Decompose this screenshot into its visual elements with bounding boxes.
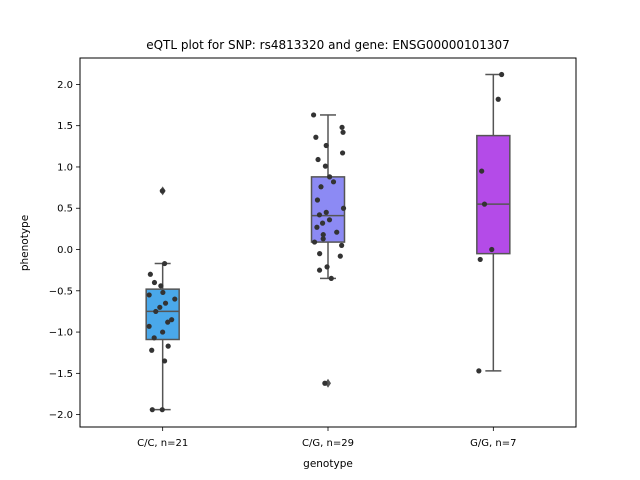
data-point	[146, 323, 152, 329]
data-point	[161, 358, 168, 364]
data-point	[157, 304, 163, 310]
data-point	[149, 347, 155, 353]
box-iqr	[476, 134, 511, 255]
data-point	[337, 253, 343, 259]
data-point	[334, 229, 340, 235]
data-point	[481, 201, 488, 207]
data-point	[340, 205, 347, 211]
box-group	[476, 73, 511, 372]
data-point	[311, 112, 317, 118]
data-point	[153, 308, 159, 315]
data-point	[316, 267, 323, 273]
y-tick-label: −2.0	[49, 410, 73, 421]
outlier-marker	[325, 378, 331, 388]
data-point	[320, 232, 326, 238]
data-point	[319, 220, 326, 226]
data-point	[165, 319, 171, 325]
data-point	[330, 179, 337, 185]
y-tick-label: 1.5	[57, 121, 73, 132]
y-tick-label: −1.0	[49, 328, 73, 339]
data-point	[315, 156, 321, 163]
data-point	[162, 260, 168, 267]
y-tick-label: −0.5	[49, 286, 73, 297]
x-axis: C/C, n=21 C/G, n=29 G/G, n=7	[137, 427, 516, 449]
data-point	[479, 168, 485, 174]
x-tick-label: C/C, n=21	[137, 438, 188, 449]
y-axis: −2.0 −1.5 −1.0 −0.5 0.0 0.5 1.0 1.5 2.0	[49, 80, 80, 421]
data-point	[328, 275, 334, 282]
data-point	[318, 184, 324, 190]
points-layer	[146, 71, 505, 413]
data-point	[323, 142, 329, 149]
x-tick-label: G/G, n=7	[470, 438, 516, 449]
data-point	[169, 317, 175, 323]
data-point	[149, 407, 155, 413]
y-tick-label: 2.0	[57, 80, 73, 91]
data-point	[160, 329, 166, 335]
data-point	[339, 124, 345, 130]
data-point	[322, 163, 329, 169]
data-point	[499, 71, 505, 78]
x-axis-label: genotype	[303, 458, 353, 470]
data-point	[314, 197, 321, 203]
data-point	[151, 279, 158, 286]
data-point	[311, 239, 318, 245]
x-tick-label: C/G, n=29	[302, 438, 354, 449]
data-point	[313, 134, 319, 140]
data-point	[476, 368, 482, 374]
data-point	[477, 256, 483, 263]
y-tick-label: 0.5	[57, 204, 73, 215]
data-point	[147, 271, 153, 277]
data-point	[151, 335, 157, 341]
y-tick-label: −1.5	[49, 369, 73, 380]
chart-title: eQTL plot for SNP: rs4813320 and gene: E…	[146, 38, 510, 52]
y-axis-label: phenotype	[19, 215, 31, 271]
data-point	[324, 264, 330, 270]
data-point	[172, 296, 178, 302]
data-point	[326, 217, 333, 223]
box-iqr	[310, 176, 346, 243]
data-point	[314, 224, 320, 230]
data-point	[489, 246, 495, 253]
data-point	[165, 343, 171, 349]
data-point	[146, 292, 152, 298]
data-point	[339, 242, 345, 248]
data-point	[162, 300, 169, 306]
data-point	[316, 212, 323, 218]
data-point	[340, 129, 346, 135]
data-point	[317, 251, 323, 257]
data-point	[323, 209, 329, 215]
data-point	[320, 236, 326, 242]
y-tick-label: 1.0	[57, 162, 73, 173]
data-point	[327, 174, 333, 180]
data-point	[339, 150, 346, 156]
data-point	[159, 188, 165, 194]
data-point	[322, 380, 328, 386]
data-point	[160, 289, 166, 296]
data-point	[159, 407, 165, 413]
y-tick-label: 0.0	[57, 245, 73, 256]
data-point	[158, 283, 164, 289]
data-point	[495, 96, 501, 102]
